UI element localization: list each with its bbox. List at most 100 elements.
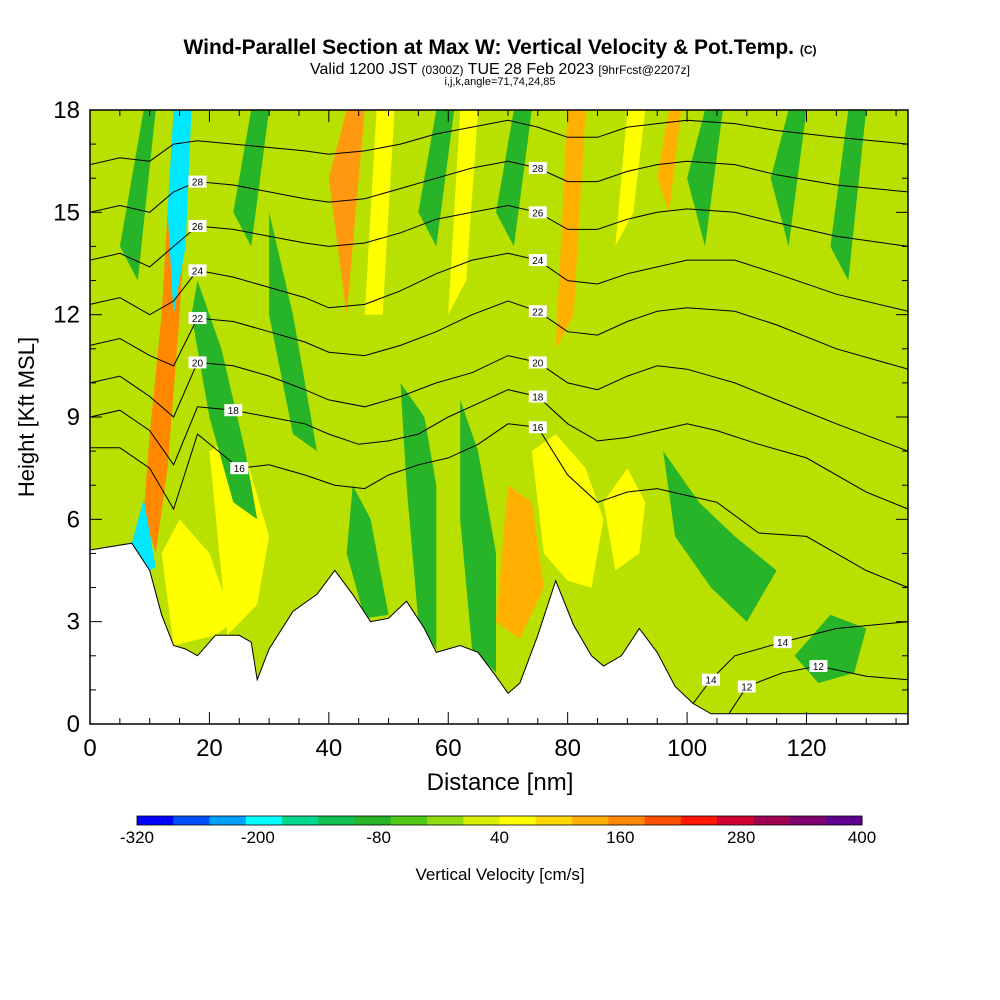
isentrope-label-12: 12 (809, 660, 828, 673)
isentrope-label-20: 20 (528, 356, 547, 369)
svg-text:26: 26 (192, 222, 204, 233)
svg-text:24: 24 (192, 266, 204, 277)
colorbar-swatch (680, 816, 718, 825)
svg-text:22: 22 (532, 307, 544, 318)
velocity-band-17 (400, 382, 437, 649)
chart-title: Wind-Parallel Section at Max W: Vertical… (0, 36, 1000, 60)
velocity-band-2 (131, 498, 156, 571)
isentrope-label-18: 18 (528, 390, 547, 404)
velocity-band-12 (448, 110, 479, 315)
colorbar-tick-label: 400 (848, 828, 876, 847)
svg-text:28: 28 (532, 164, 544, 175)
velocity-band-14 (191, 280, 258, 520)
x-tick-label: 0 (83, 735, 96, 762)
isentrope-label-16: 16 (528, 421, 547, 434)
isentrope-label-22: 22 (188, 312, 207, 325)
isentrope-label-18: 18 (224, 404, 243, 417)
svg-text:26: 26 (532, 208, 544, 219)
colorbar-swatch (717, 816, 754, 825)
colorbar-swatch (499, 816, 537, 825)
valid-prefix: Valid 1200 JST (310, 61, 418, 78)
colorbar-swatch (608, 816, 645, 825)
colorbar-swatch (644, 816, 682, 825)
isentrope-label-24: 24 (528, 254, 547, 267)
velocity-band-10 (603, 468, 646, 571)
svg-text:22: 22 (192, 314, 204, 325)
velocity-band-6 (657, 110, 682, 213)
isentrope-label-12: 12 (737, 680, 756, 693)
velocity-band-24 (233, 110, 270, 247)
velocity-band-4 (496, 485, 544, 639)
velocity-band-22 (830, 110, 867, 281)
svg-text:14: 14 (705, 676, 717, 687)
colorbar-label: Vertical Velocity [cm/s] (415, 865, 584, 884)
isentrope-label-14: 14 (773, 636, 792, 649)
y-tick-label: 18 (53, 97, 80, 124)
x-tick-label: 80 (554, 735, 581, 762)
isentrope-label-28: 28 (188, 175, 207, 189)
colorbar-swatch (137, 816, 174, 825)
colorbar-swatch (318, 816, 355, 825)
x-tick-label: 120 (786, 735, 826, 762)
velocity-band-21 (770, 110, 807, 247)
svg-text:18: 18 (532, 393, 544, 404)
y-tick-label: 6 (67, 506, 80, 533)
velocity-band-26 (496, 110, 532, 247)
colorbar-swatch (209, 816, 247, 825)
svg-text:18: 18 (228, 406, 240, 417)
y-tick-label: 12 (53, 302, 80, 329)
colorbar-swatch (535, 816, 573, 825)
x-tick-label: 60 (435, 735, 462, 762)
isentrope-label-22: 22 (528, 305, 547, 318)
y-tick-label: 9 (67, 404, 80, 431)
x-tick-label: 20 (196, 735, 223, 762)
isentrope-label-24: 24 (188, 264, 207, 277)
colorbar-swatch (825, 816, 863, 825)
velocity-band-16 (346, 485, 389, 619)
colorbar: -320 -200 -80 40 160 280 400 (120, 815, 876, 847)
isentrope-label-26: 26 (528, 206, 547, 219)
isentropes: 12 12 14 14 16 16 18 18 20 20 22 22 24 24 26 26 28 28 (90, 119, 908, 715)
colorbar-swatch (427, 816, 464, 825)
svg-text:16: 16 (234, 464, 246, 475)
chart-title-suffix: (C) (799, 43, 817, 57)
velocity-band-19 (663, 451, 777, 622)
isentrope-label-20: 20 (188, 356, 207, 369)
colorbar-swatch (390, 816, 428, 825)
colorbar-tick-label: 40 (490, 828, 509, 847)
velocity-band-7 (161, 519, 234, 646)
colorbar-tick-label: 280 (727, 828, 755, 847)
isentrope-16 (90, 423, 908, 589)
isentrope-9 (90, 119, 908, 166)
x-tick-label: 40 (315, 735, 342, 762)
chart-valid-time: Valid 1200 JST (0300Z) TUE 28 Feb 2023 [… (0, 61, 1000, 79)
svg-text:20: 20 (192, 358, 204, 369)
isentrope-18 (90, 389, 908, 510)
isentrope-20 (90, 355, 908, 452)
valid-zulu: (0300Z) (421, 63, 464, 77)
colorbar-tick-label: -200 (241, 828, 275, 847)
velocity-band-3 (328, 110, 365, 315)
colorbar-frame (136, 815, 863, 826)
velocity-band-18 (460, 399, 496, 673)
y-tick-label: 15 (53, 199, 80, 226)
velocity-band-1 (167, 110, 192, 315)
terrain-profile (90, 542, 908, 724)
y-tick-label: 0 (67, 711, 80, 738)
terrain (90, 542, 908, 724)
x-axis-label: Distance [nm] (427, 769, 574, 796)
colorbar-swatch (463, 816, 500, 825)
valid-date: TUE 28 Feb 2023 (467, 61, 594, 78)
svg-text:28: 28 (192, 178, 204, 189)
velocity-band-23 (119, 110, 156, 281)
svg-text:20: 20 (532, 358, 544, 369)
colorbar-swatch (245, 816, 283, 825)
y-axis-label: Height [Kft MSL] (14, 337, 39, 497)
isentrope-label-28: 28 (528, 161, 547, 175)
velocity-band-13 (615, 110, 646, 247)
velocity-band-11 (364, 110, 395, 315)
forecast-tag: [9hrFcst@2207z] (598, 63, 690, 77)
colorbar-swatch (282, 816, 319, 825)
velocity-band-9 (531, 434, 604, 588)
